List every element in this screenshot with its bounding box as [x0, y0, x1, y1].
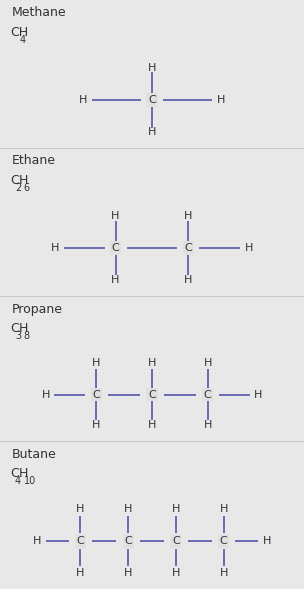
Text: H: H [204, 421, 212, 431]
Text: C: C [92, 389, 100, 399]
Text: H: H [19, 174, 28, 187]
Text: H: H [19, 322, 28, 335]
Text: H: H [33, 536, 41, 546]
Text: CH: CH [10, 26, 28, 39]
Text: H: H [263, 536, 271, 546]
Text: C: C [10, 322, 19, 335]
Text: C: C [204, 389, 212, 399]
Text: H: H [76, 568, 85, 578]
Text: H: H [172, 504, 180, 514]
Text: H: H [184, 275, 193, 285]
Text: C: C [77, 536, 84, 546]
Text: H: H [92, 421, 100, 431]
Text: H: H [111, 275, 120, 285]
Text: 2: 2 [15, 183, 21, 193]
Text: H: H [219, 504, 228, 514]
Text: 4: 4 [15, 476, 21, 486]
Text: C: C [172, 536, 180, 546]
Text: H: H [50, 243, 59, 253]
Text: H: H [172, 568, 180, 578]
Text: H: H [217, 95, 225, 105]
Text: H: H [245, 243, 254, 253]
Text: H: H [254, 389, 263, 399]
Text: H: H [124, 504, 132, 514]
Text: 10: 10 [24, 476, 36, 486]
Text: H: H [148, 127, 156, 137]
Text: 6: 6 [24, 183, 30, 193]
Text: Methane: Methane [12, 6, 67, 19]
Text: H: H [204, 359, 212, 369]
Text: H: H [219, 568, 228, 578]
Text: C: C [148, 389, 156, 399]
Text: Butane: Butane [12, 448, 57, 461]
Text: C: C [124, 536, 132, 546]
Text: C: C [10, 467, 19, 480]
Text: H: H [79, 95, 87, 105]
Text: 3: 3 [15, 331, 21, 341]
Text: H: H [19, 467, 28, 480]
Text: C: C [112, 243, 119, 253]
Text: 4: 4 [20, 35, 26, 45]
Text: C: C [185, 243, 192, 253]
Text: H: H [76, 504, 85, 514]
Text: H: H [148, 421, 156, 431]
Text: Propane: Propane [12, 303, 63, 316]
Text: 8: 8 [24, 331, 30, 341]
Text: C: C [148, 95, 156, 105]
Text: H: H [148, 359, 156, 369]
Text: C: C [220, 536, 227, 546]
Text: H: H [148, 63, 156, 73]
Text: H: H [111, 211, 120, 221]
Text: C: C [10, 174, 19, 187]
Text: Ethane: Ethane [12, 154, 56, 167]
Text: H: H [184, 211, 193, 221]
Text: H: H [92, 359, 100, 369]
Text: H: H [124, 568, 132, 578]
Text: H: H [41, 389, 50, 399]
